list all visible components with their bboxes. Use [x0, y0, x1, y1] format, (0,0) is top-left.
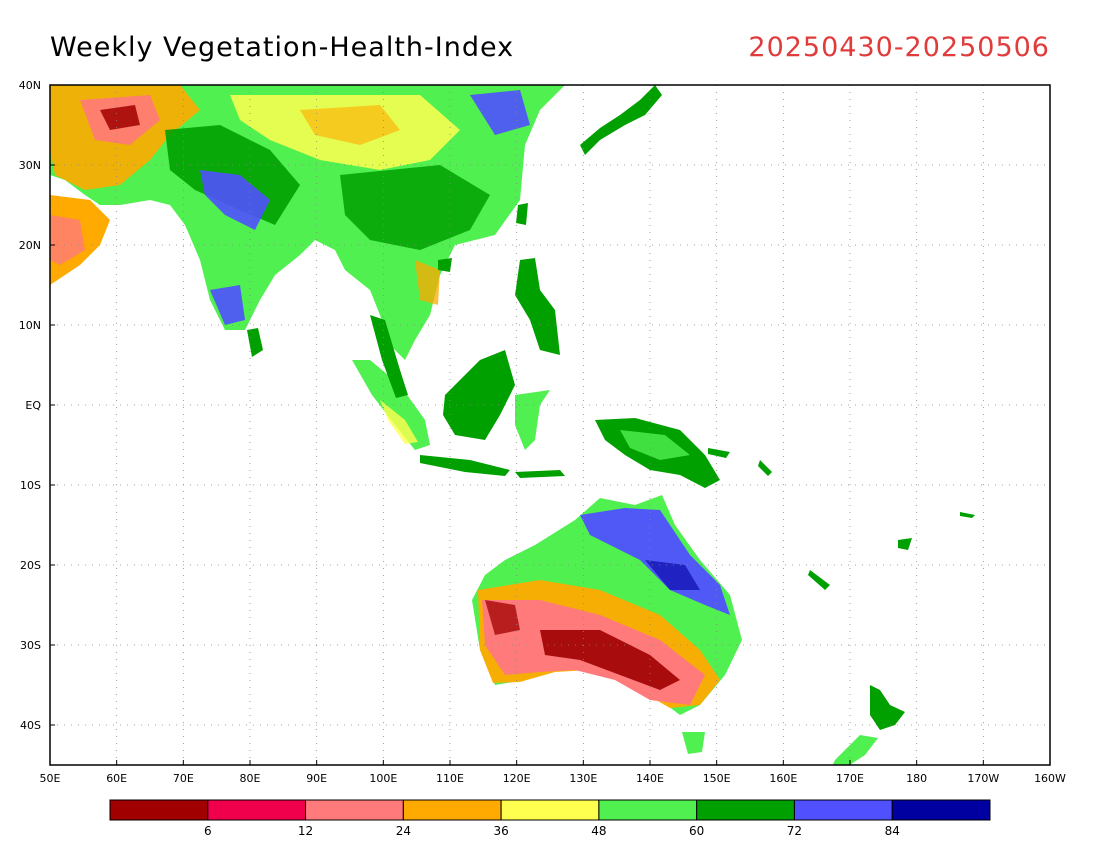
colorbar-label: 36 [493, 824, 508, 838]
lon-tick-label: 50E [40, 772, 61, 785]
lat-tick-label: 30N [19, 159, 41, 172]
hainan [438, 258, 452, 272]
lat-tick-label: 40N [19, 79, 41, 92]
malay-peninsula [370, 315, 408, 398]
lon-tick-label: 130E [569, 772, 597, 785]
colorbar-label: 72 [787, 824, 802, 838]
lat-tick-label: 10N [19, 319, 41, 332]
new-zealand [870, 685, 905, 730]
lon-tick-label: 150E [703, 772, 731, 785]
lon-tick-label: 160E [769, 772, 797, 785]
pacific-islands [708, 448, 975, 590]
lon-tick-label: 170E [836, 772, 864, 785]
new-zealand-south [832, 735, 878, 765]
colorbar-swatch [598, 799, 698, 821]
colorbar-swatch [305, 799, 404, 821]
colorbar-label: 24 [396, 824, 411, 838]
lon-tick-label: 90E [306, 772, 327, 785]
sri-lanka [247, 328, 263, 357]
japan [580, 85, 662, 155]
lon-tick-label: 170W [967, 772, 999, 785]
colorbar-label: 60 [689, 824, 704, 838]
java [420, 455, 510, 476]
colorbar-swatch [696, 799, 795, 821]
lat-tick-label: 20S [20, 559, 41, 572]
tasmania [682, 732, 705, 754]
map-frame [49, 84, 1051, 766]
philippines [515, 258, 560, 355]
colorbar: 6 12 24 36 48 60 72 84 [109, 799, 991, 838]
lon-tick-label: 140E [636, 772, 664, 785]
australia-landmass [472, 495, 742, 715]
map-title: Weekly Vegetation-Health-Index [50, 32, 515, 63]
colorbar-swatch [500, 799, 600, 821]
lon-tick-label: 70E [173, 772, 194, 785]
colorbar-swatch [109, 799, 209, 821]
sulawesi [515, 390, 550, 450]
latitude-labels: 40N 30N 20N 10N EQ 10S 20S 30S 40S [19, 79, 55, 732]
longitude-labels: 50E 60E 70E 80E 90E 100E 110E 120E 130E 140E 150E 1… [40, 760, 1066, 785]
date-range: 20250430-20250506 [748, 32, 1050, 63]
lat-tick-label: EQ [25, 399, 41, 412]
lesser-sunda [515, 470, 565, 478]
lon-tick-label: 160W [1034, 772, 1066, 785]
lat-tick-label: 40S [20, 719, 41, 732]
lon-tick-label: 180 [906, 772, 927, 785]
colorbar-swatch [207, 799, 307, 821]
lat-tick-label: 10S [20, 479, 41, 492]
lon-tick-label: 80E [240, 772, 261, 785]
sumatra [352, 360, 430, 450]
taiwan [516, 203, 528, 225]
borneo [443, 350, 515, 440]
lon-tick-label: 60E [106, 772, 127, 785]
lat-tick-label: 20N [19, 239, 41, 252]
lon-tick-label: 100E [369, 772, 397, 785]
lon-tick-label: 110E [436, 772, 464, 785]
colorbar-swatch [891, 799, 991, 821]
colorbar-label: 48 [591, 824, 606, 838]
colorbar-label: 6 [204, 824, 212, 838]
lon-tick-label: 120E [503, 772, 531, 785]
colorbar-swatch [793, 799, 893, 821]
colorbar-label: 12 [298, 824, 313, 838]
lat-tick-label: 30S [20, 639, 41, 652]
colorbar-swatch [402, 799, 502, 821]
colorbar-label: 84 [885, 824, 900, 838]
asia-landmass [50, 85, 565, 360]
